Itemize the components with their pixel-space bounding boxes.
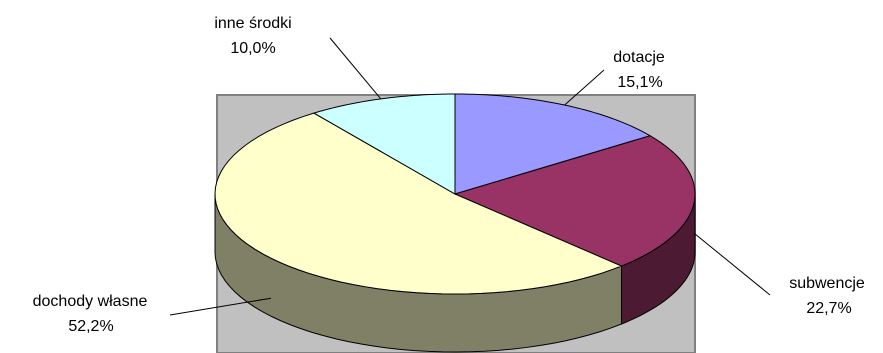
leader-line-3 bbox=[329, 37, 382, 100]
pie-slices bbox=[214, 93, 696, 295]
leader-line-1 bbox=[693, 232, 771, 296]
leader-lines bbox=[169, 37, 771, 316]
slice-value-inne-srodki: 10,0% bbox=[230, 40, 275, 57]
slice-label-dotacje: dotacje bbox=[613, 49, 665, 66]
slice-value-subwencje: 22,7% bbox=[806, 300, 851, 317]
leader-line-0 bbox=[564, 69, 605, 106]
pie-slice-2 bbox=[214, 112, 623, 295]
slice-label-dochody-wlasne: dochody własne bbox=[33, 293, 148, 310]
leader-line-2 bbox=[169, 297, 272, 316]
slice-value-dochody-wlasne: 52,2% bbox=[68, 318, 113, 335]
slice-value-dotacje: 15,1% bbox=[617, 74, 662, 91]
slice-label-subwencje: subwencje bbox=[789, 275, 865, 292]
pie-slice-1 bbox=[453, 135, 696, 267]
slice-label-inne-srodki: inne środki bbox=[214, 15, 291, 32]
